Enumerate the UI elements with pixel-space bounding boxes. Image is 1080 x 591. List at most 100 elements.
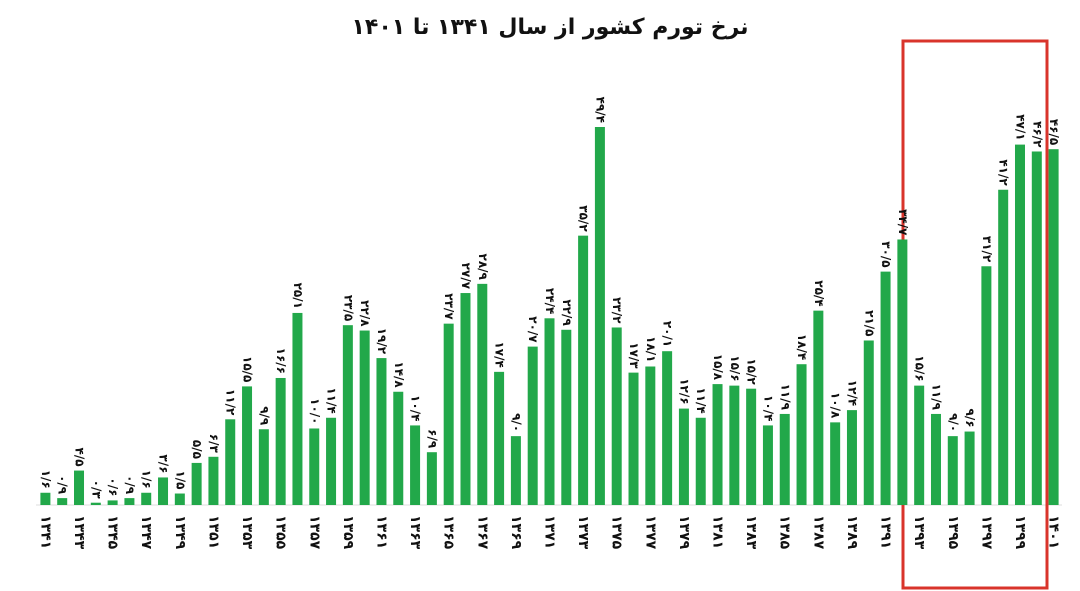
bar <box>208 456 219 505</box>
value-label: ۲۳/۲ <box>610 297 624 324</box>
value-label: ۱۱/۴ <box>325 387 339 413</box>
bar <box>275 377 286 505</box>
x-tick-label: ۱۳۶۵ <box>441 515 457 550</box>
x-tick-label: ۱۳۹۱ <box>878 515 894 549</box>
bar <box>678 408 689 505</box>
bar <box>796 364 807 505</box>
bar <box>947 436 958 505</box>
bar <box>964 431 975 505</box>
value-label: ۲۸/۹ <box>476 254 490 281</box>
value-label: ۱۰/۰ <box>308 398 322 424</box>
bar <box>914 385 925 505</box>
value-label: ۹/۶ <box>963 409 977 428</box>
value-label: ۲۳/۷ <box>442 293 456 320</box>
value-label: ۳۰/۵ <box>879 241 893 267</box>
bar <box>124 498 135 505</box>
bar <box>242 386 253 505</box>
bar <box>410 425 421 505</box>
x-tick-label: ۱۳۸۹ <box>844 515 860 550</box>
x-tick-label: ۱۳۸۳ <box>743 515 759 550</box>
x-tick-label: ۱۳۹۷ <box>978 515 994 550</box>
x-tick-label: ۱۳۴۵ <box>105 515 121 550</box>
value-label: ۶/۹ <box>425 429 439 449</box>
x-tick-label: ۱۳۴۷ <box>138 515 154 550</box>
bar <box>729 385 740 505</box>
value-label: ۰/۶ <box>106 477 120 496</box>
x-tick-label: ۱۳۷۹ <box>676 515 692 550</box>
bar <box>40 492 51 505</box>
value-label: ۰/۹ <box>56 475 70 495</box>
bar <box>393 391 404 505</box>
bar <box>258 429 269 505</box>
x-tick-label: ۱۳۶۱ <box>373 515 389 549</box>
value-label: ۱۹/۲ <box>375 328 389 355</box>
value-label: ۱۵/۶ <box>913 355 927 381</box>
value-label: ۱۰/۸ <box>829 392 843 419</box>
bar <box>57 498 68 505</box>
bar <box>74 470 85 505</box>
bar <box>762 425 773 505</box>
value-label: ۱۵/۶ <box>728 355 742 381</box>
value-label: ۴۶/۲ <box>1030 121 1044 148</box>
bar <box>880 271 891 505</box>
value-label: ۱۵/۸ <box>711 354 725 381</box>
value-label: ۱۷/۴ <box>493 341 507 367</box>
value-label: ۶/۳ <box>207 434 221 454</box>
bar <box>443 323 454 505</box>
x-tick-label: ۱۳۷۱ <box>542 515 558 549</box>
bar <box>746 388 757 505</box>
x-tick-label: ۱۳۹۹ <box>1012 515 1028 550</box>
value-label: ۴/۵ <box>73 448 87 467</box>
value-label: ۱۸/۱ <box>644 336 658 362</box>
value-label: ۱۰/۴ <box>409 395 423 421</box>
x-tick-label: ۱۳۶۹ <box>508 515 524 550</box>
value-label: ۳۵/۲ <box>577 205 591 232</box>
value-label: ۱۲/۶ <box>677 378 691 404</box>
x-tick-label: ۱۳۷۳ <box>575 515 591 550</box>
bar <box>695 417 706 505</box>
value-label: ۱۱/۴ <box>694 387 708 413</box>
value-label: ۱۱/۲ <box>224 389 238 416</box>
value-label: ۹/۹ <box>257 406 271 426</box>
x-tick-label: ۱۳۴۳ <box>71 515 87 550</box>
value-label: ۴۹/۴ <box>593 97 607 123</box>
bar <box>107 500 118 505</box>
bar <box>376 358 387 505</box>
bar <box>628 372 639 505</box>
value-label: ۳/۶ <box>157 454 171 473</box>
value-label: ۹/۰ <box>509 413 523 432</box>
value-label: ۲۳/۵ <box>341 295 355 321</box>
x-tick-label: ۱۳۴۹ <box>172 515 188 550</box>
value-label: ۱۵/۲ <box>745 358 759 385</box>
bar <box>158 477 169 505</box>
x-tick-label: ۱۴۰۱ <box>1046 515 1062 549</box>
bar <box>527 346 538 505</box>
value-label: ۱۸/۴ <box>795 334 809 360</box>
bar <box>779 413 790 505</box>
x-tick-label: ۱۳۵۳ <box>239 515 255 550</box>
bar <box>1031 151 1042 505</box>
x-tick-label: ۱۳۹۵ <box>945 515 961 550</box>
bar <box>494 371 505 505</box>
x-tick-label: ۱۳۸۵ <box>777 515 793 550</box>
value-label: ۲۲/۹ <box>560 299 574 326</box>
value-label: ۳۱/۲ <box>980 236 994 263</box>
bar <box>712 384 723 505</box>
chart-title: نرخ تورم کشور از سال ۱۳۴۱ تا ۱۴۰۱ <box>351 15 748 40</box>
value-label: ۱۴/۸ <box>392 361 406 388</box>
value-label: ۱۶/۶ <box>274 348 288 374</box>
x-tick-label: ۱۳۷۵ <box>609 515 625 550</box>
x-tick-label: ۱۳۷۷ <box>642 515 658 550</box>
x-tick-label: ۱۳۵۱ <box>205 515 221 549</box>
bar <box>292 312 303 505</box>
value-label: ۲۵/۱ <box>291 283 305 309</box>
x-tick-label: ۱۳۸۷ <box>810 515 826 550</box>
bar <box>477 283 488 505</box>
bar <box>981 266 992 505</box>
bar <box>561 329 572 505</box>
x-tick-label: ۱۳۵۹ <box>340 515 356 550</box>
value-label: ۳۴/۷ <box>896 209 910 236</box>
bar <box>611 327 622 505</box>
bar <box>594 127 605 505</box>
value-label: ۴۷/۱ <box>1013 114 1027 140</box>
